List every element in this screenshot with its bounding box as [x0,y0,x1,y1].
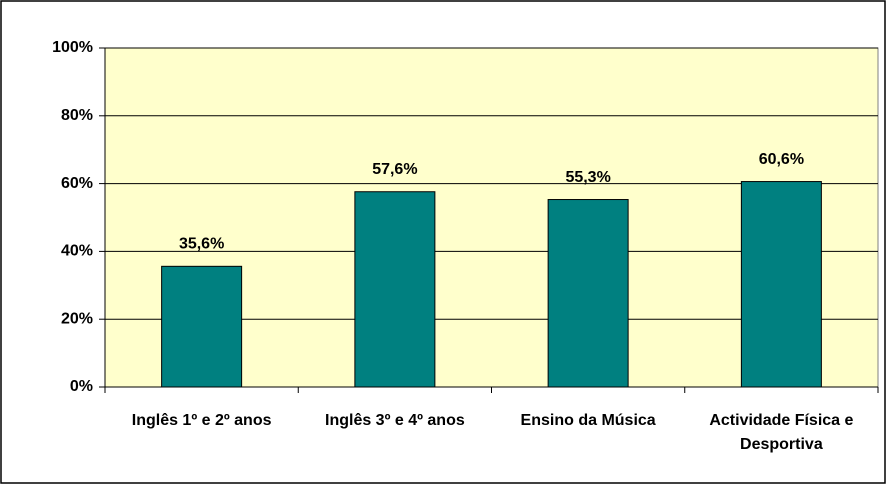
y-tick-label: 0% [70,378,93,395]
value-label: 60,6% [759,151,804,168]
bar [354,191,436,388]
y-tick-label: 60% [61,175,93,192]
x-tick-label: Inglês 1º e 2º anos [131,412,272,429]
x-tick-label: Inglês 3º e 4º anos [325,412,465,429]
x-tick-label: Ensino da Música [520,412,656,429]
value-label: 57,6% [372,161,417,178]
y-tick-label: 20% [61,310,93,327]
x-tick-label: Actividade Física e Desportiva [709,412,854,453]
y-tick-label: 40% [61,243,93,260]
bar [547,199,629,388]
bar [161,265,243,388]
y-tick-label: 80% [61,107,93,124]
y-tick-label: 100% [52,39,93,56]
bar [740,181,822,388]
value-label: 35,6% [179,236,224,253]
value-label: 55,3% [565,169,610,186]
